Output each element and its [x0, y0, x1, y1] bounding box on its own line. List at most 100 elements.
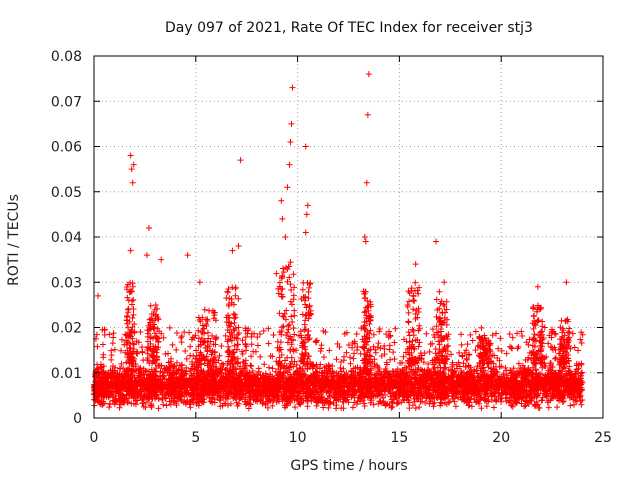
data-point: [232, 381, 239, 388]
data-point: [562, 382, 569, 389]
data-point: [220, 394, 227, 401]
data-point: [578, 329, 585, 336]
data-point: [271, 384, 278, 391]
data-point: [391, 339, 398, 346]
data-point: [467, 331, 474, 338]
data-point: [485, 396, 492, 403]
data-point: [410, 384, 417, 391]
data-point: [234, 341, 241, 348]
data-point: [445, 366, 452, 373]
data-point: [183, 364, 190, 371]
data-point: [361, 368, 368, 375]
data-point: [405, 329, 412, 336]
data-point: [318, 342, 325, 349]
data-point: [552, 354, 559, 361]
data-point: [575, 365, 582, 372]
data-point: [222, 367, 229, 374]
data-point: [165, 359, 172, 366]
data-point: [527, 384, 534, 391]
data-point: [187, 352, 194, 359]
data-point: [367, 394, 374, 401]
data-point: [248, 353, 255, 360]
data-point: [137, 372, 144, 379]
data-point: [503, 350, 510, 357]
data-point: [157, 373, 164, 380]
data-point: [140, 381, 147, 388]
data-point: [368, 374, 375, 381]
data-point: [423, 394, 430, 401]
data-point: [570, 374, 577, 381]
data-point: [102, 370, 109, 377]
data-point: [427, 381, 434, 388]
data-point: [148, 402, 155, 409]
data-point: [250, 348, 257, 355]
data-point: [579, 331, 586, 338]
data-point: [545, 404, 552, 411]
data-point: [138, 344, 145, 351]
data-point: [305, 397, 312, 404]
data-point: [474, 370, 481, 377]
data-point: [312, 389, 319, 396]
data-point: [360, 380, 367, 387]
data-point: [211, 399, 218, 406]
data-point: [564, 376, 571, 383]
data-point: [365, 370, 372, 377]
data-point: [334, 383, 341, 390]
data-point: [401, 336, 408, 343]
data-point: [494, 355, 501, 362]
data-point: [472, 347, 479, 354]
data-point: [110, 334, 117, 341]
data-point: [232, 395, 239, 402]
data-point: [222, 332, 229, 339]
data-point: [257, 353, 264, 360]
data-point: [169, 341, 176, 348]
data-point: [419, 398, 426, 405]
data-point: [114, 370, 121, 377]
data-point: [235, 400, 242, 407]
data-point: [377, 345, 384, 352]
data-point: [458, 331, 465, 338]
data-point: [323, 363, 330, 370]
data-point: [518, 396, 525, 403]
data-point: [400, 393, 407, 400]
data-point: [259, 383, 266, 390]
data-point: [493, 330, 500, 337]
data-point: [411, 398, 418, 405]
data-point: [250, 379, 257, 386]
data-point: [293, 362, 300, 369]
data-point: [93, 387, 100, 394]
data-point: [443, 386, 450, 393]
data-point: [276, 386, 283, 393]
data-point: [343, 329, 350, 336]
data-point: [523, 339, 530, 346]
data-point: [478, 394, 485, 401]
data-point: [464, 341, 471, 348]
data-point: [221, 377, 228, 384]
data-point: [464, 356, 471, 363]
data-point: [527, 397, 534, 404]
data-point: [178, 334, 185, 341]
data-point: [334, 340, 341, 347]
data-point: [400, 384, 407, 391]
data-point: [442, 394, 449, 401]
data-point: [218, 385, 225, 392]
data-point: [100, 363, 107, 370]
data-point: [249, 368, 256, 375]
data-point: [196, 391, 203, 398]
data-point: [183, 355, 190, 362]
data-point: [296, 371, 303, 378]
data-point: [265, 340, 272, 347]
data-point: [212, 336, 219, 343]
data-point: [162, 350, 169, 357]
data-point: [349, 344, 356, 351]
data-point: [539, 397, 546, 404]
data-point: [265, 396, 272, 403]
data-point: [535, 404, 542, 411]
data-point: [186, 391, 193, 398]
data-point: [325, 404, 332, 411]
data-point: [247, 401, 254, 408]
data-point: [391, 356, 398, 363]
data-point: [545, 340, 552, 347]
data-point: [353, 331, 360, 338]
